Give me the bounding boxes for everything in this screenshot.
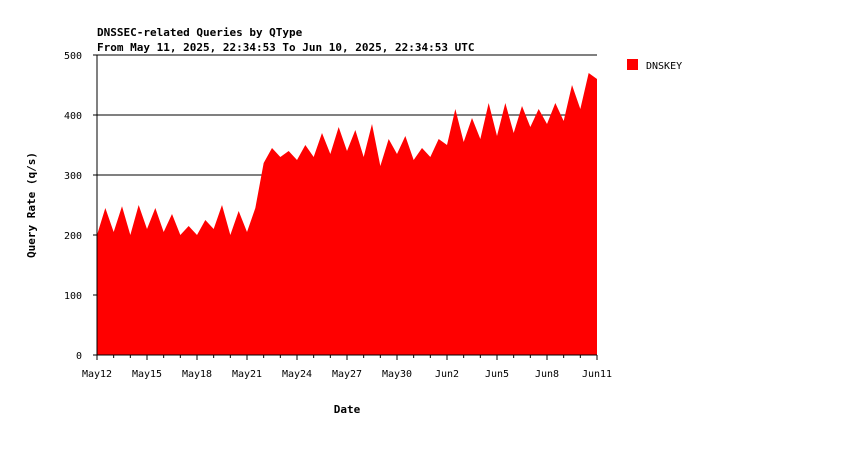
y-tick-label-100: 100 (64, 291, 82, 302)
x-tick-label-jun5: Jun5 (485, 369, 509, 380)
y-tick-label-200: 200 (64, 231, 82, 242)
legend: DNSKEY (627, 59, 682, 72)
y-tick-label-500: 500 (64, 51, 82, 62)
y-axis-ticks: 0 100 200 300 400 500 (64, 51, 97, 362)
x-tick-label-jun11: Jun11 (582, 369, 612, 380)
chart-title: DNSSEC-related Queries by QType (97, 26, 303, 39)
chart-subtitle: From May 11, 2025, 22:34:53 To Jun 10, 2… (97, 41, 475, 54)
x-tick-label-may18: May18 (182, 369, 212, 380)
area-dnskey (97, 73, 597, 355)
x-axis-label: Date (334, 403, 361, 416)
x-tick-label-may30: May30 (382, 369, 412, 380)
x-tick-label-jun2: Jun2 (435, 369, 459, 380)
y-tick-label-300: 300 (64, 171, 82, 182)
series-area-dnskey (97, 73, 597, 355)
x-tick-label-jun8: Jun8 (535, 369, 559, 380)
y-tick-label-0: 0 (76, 351, 82, 362)
x-tick-label-may15: May15 (132, 369, 162, 380)
y-tick-label-400: 400 (64, 111, 82, 122)
y-axis-label: Query Rate (q/s) (25, 152, 38, 258)
x-tick-label-may21: May21 (232, 369, 262, 380)
x-tick-label-may27: May27 (332, 369, 362, 380)
x-tick-label-may24: May24 (282, 369, 312, 380)
legend-swatch-dnskey (627, 59, 638, 70)
x-tick-label-may12: May12 (82, 369, 112, 380)
x-axis-ticks: May12 May15 May18 May21 May24 May27 May30 Jun2 J… (82, 355, 612, 380)
legend-label-dnskey: DNSKEY (646, 61, 682, 72)
